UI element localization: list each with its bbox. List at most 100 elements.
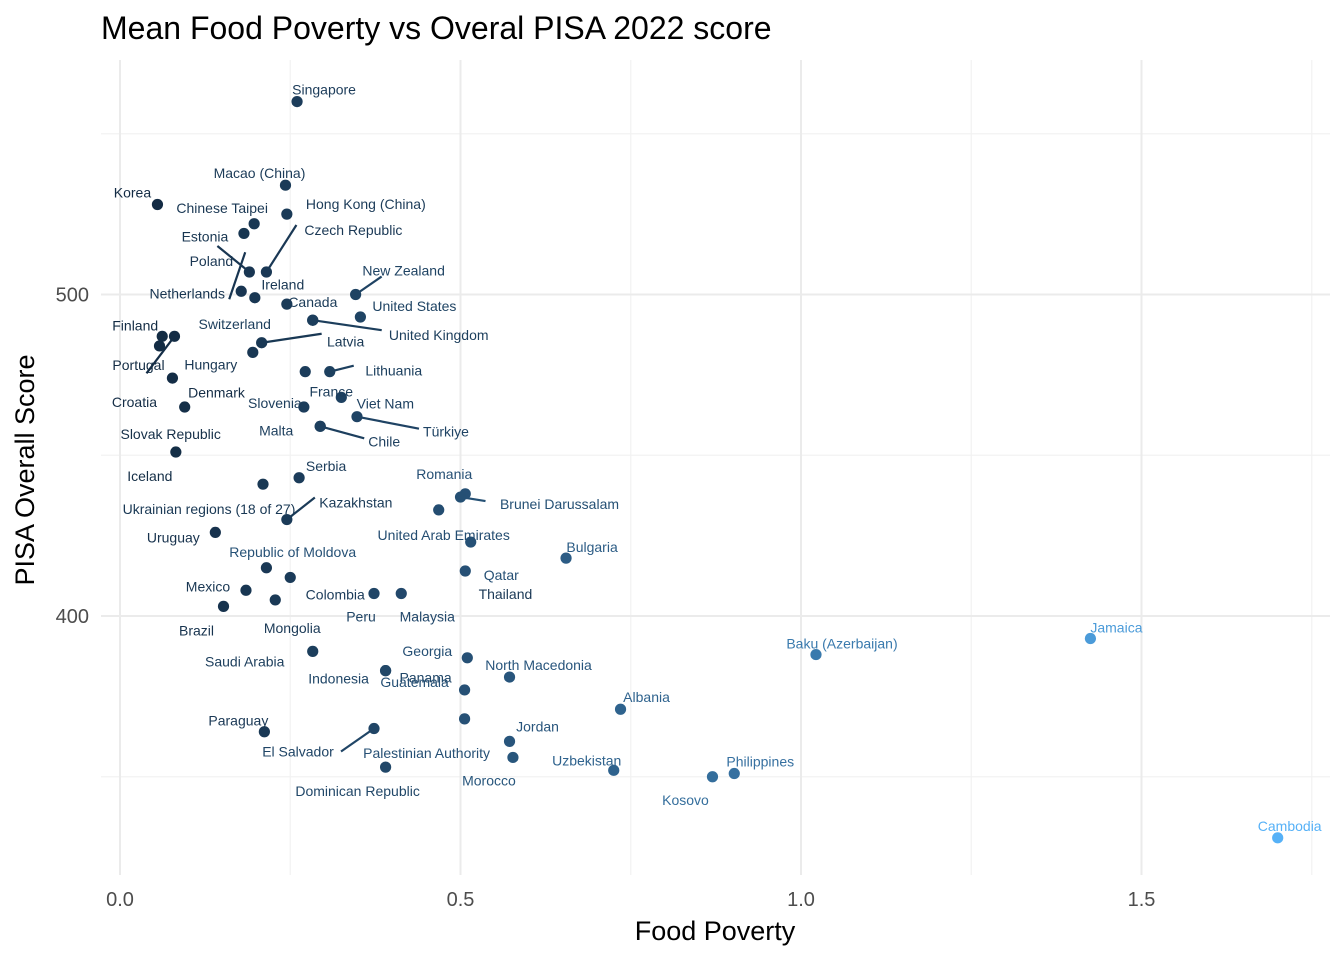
point-label-kazakhstan: Kazakhstan <box>319 495 392 511</box>
point-baku-azerbaijan <box>810 648 822 661</box>
point-label-saudi-arabia: Saudi Arabia <box>205 653 285 669</box>
point-uruguay <box>209 526 221 539</box>
chart-title: Mean Food Poverty vs Overal PISA 2022 sc… <box>101 10 772 46</box>
point-label-paraguay: Paraguay <box>208 713 268 729</box>
point-label-latvia: Latvia <box>327 334 365 350</box>
point-label-slovenia: Slovenia <box>248 395 302 411</box>
point-ukrainian-regions-18-of-27 <box>257 478 269 490</box>
point-north-macedonia <box>503 671 516 683</box>
point-morocco <box>507 751 519 764</box>
point-label-ireland: Ireland <box>261 277 304 293</box>
point-label-kosovo: Kosovo <box>662 792 709 808</box>
y-tick-label: 400 <box>56 606 89 628</box>
point-label-finland: Finland <box>112 317 158 333</box>
point-label-palestinian-authority: Palestinian Authority <box>363 745 490 761</box>
leader-line-t-rkiye <box>356 415 420 430</box>
leader-line-el-salvador <box>340 727 375 753</box>
point-label-serbia: Serbia <box>306 458 347 474</box>
point-korea <box>151 198 164 211</box>
point-label-uzbekistan: Uzbekistan <box>552 752 621 768</box>
point-label-bulgaria: Bulgaria <box>566 539 618 555</box>
point-label-portugal: Portugal <box>112 357 164 373</box>
point-label-new-zealand: New Zealand <box>362 263 445 279</box>
point-malaysia <box>395 587 407 600</box>
point-label-iceland: Iceland <box>127 468 172 484</box>
point-philippines <box>728 767 740 780</box>
point-palestinian-authority <box>458 713 471 725</box>
point-cambodia <box>1272 832 1284 844</box>
point-label-czech-republic: Czech Republic <box>304 222 402 238</box>
x-tick-label: 0.5 <box>447 889 475 911</box>
point-label-panama: Panama <box>400 670 452 686</box>
point-label-mongolia: Mongolia <box>264 620 321 636</box>
point-portugal <box>153 340 166 352</box>
point-mexico <box>240 584 252 596</box>
point-label-canada: Canada <box>288 294 337 310</box>
point-ireland <box>249 292 261 304</box>
point-label-estonia: Estonia <box>182 228 229 244</box>
point-label-cambodia: Cambodia <box>1258 818 1322 834</box>
point-estonia <box>238 227 250 240</box>
point-colombia <box>284 571 296 584</box>
point-new-zealand <box>350 288 362 301</box>
point-label-philippines: Philippines <box>726 754 794 770</box>
point-iceland <box>170 446 182 458</box>
point-label-brazil: Brazil <box>179 622 214 638</box>
leader-line-netherlands <box>228 251 247 300</box>
x-tick-label: 1.5 <box>1128 889 1156 911</box>
point-paraguay <box>258 726 270 738</box>
point-label-chinese-taipei: Chinese Taipei <box>176 200 268 216</box>
point-label-viet-nam: Viet Nam <box>357 395 414 411</box>
point-serbia <box>293 472 305 484</box>
point-label-morocco: Morocco <box>462 772 516 788</box>
point-guatemala <box>458 684 471 696</box>
point-bulgaria <box>560 552 572 564</box>
axes: 0.0 0.5 1.0 1.5 400 500 <box>56 285 1156 912</box>
point-republic-of-moldova <box>465 536 477 548</box>
point-united-arab-emirates <box>433 504 445 516</box>
point-label-hungary: Hungary <box>184 356 237 372</box>
point-t-rkiye <box>351 411 363 423</box>
point-slovak-republic <box>179 401 191 413</box>
point-label-romania: Romania <box>416 466 472 482</box>
point-labels: Singapore Macao (China) Korea Hong Kong (Ch… <box>112 82 1322 834</box>
point-canada <box>281 298 293 310</box>
label-leader-lines <box>145 224 486 753</box>
point-france <box>299 366 311 378</box>
point-label-brunei-darussalam: Brunei Darussalam <box>500 496 619 512</box>
point-label-united-states: United States <box>372 298 456 314</box>
point-label-switzerland: Switzerland <box>199 316 271 332</box>
point-label-albania: Albania <box>623 689 670 705</box>
leader-line-denmark <box>145 335 176 374</box>
point-croatia <box>166 372 179 384</box>
point-kosovo <box>706 771 719 783</box>
point-label-qatar: Qatar <box>484 567 519 583</box>
point-lithuania <box>324 366 336 378</box>
point-label-lithuania: Lithuania <box>365 363 422 379</box>
point-label-korea: Korea <box>114 184 152 200</box>
point-label-mexico: Mexico <box>186 578 231 594</box>
point-dominican-republic <box>379 761 392 773</box>
point-label-jamaica: Jamaica <box>1090 620 1142 636</box>
leader-line-chile <box>319 425 365 440</box>
point-label-united-arab-emirates: United Arab Emirates <box>378 527 510 543</box>
point-finland <box>156 330 168 342</box>
point-jamaica <box>1084 632 1097 645</box>
point-label-t-rkiye: Türkiye <box>423 424 469 440</box>
point-label-chile: Chile <box>368 433 400 449</box>
point-label-uruguay: Uruguay <box>147 529 200 545</box>
point-label-jordan: Jordan <box>516 718 559 734</box>
point-label-georgia: Georgia <box>402 643 452 659</box>
x-tick-label: 0.0 <box>106 889 134 911</box>
point-brazil <box>217 600 230 612</box>
y-tick-label: 500 <box>56 285 89 307</box>
point-mongolia <box>269 594 281 606</box>
point-hong-kong-china <box>281 208 293 220</box>
point-saudi-arabia <box>307 645 319 657</box>
point-label-malaysia: Malaysia <box>400 608 455 624</box>
point-label-republic-of-moldova: Republic of Moldova <box>229 544 356 560</box>
x-axis-title: Food Poverty <box>635 916 796 946</box>
point-albania <box>614 703 627 715</box>
point-brunei-darussalam <box>454 491 467 503</box>
